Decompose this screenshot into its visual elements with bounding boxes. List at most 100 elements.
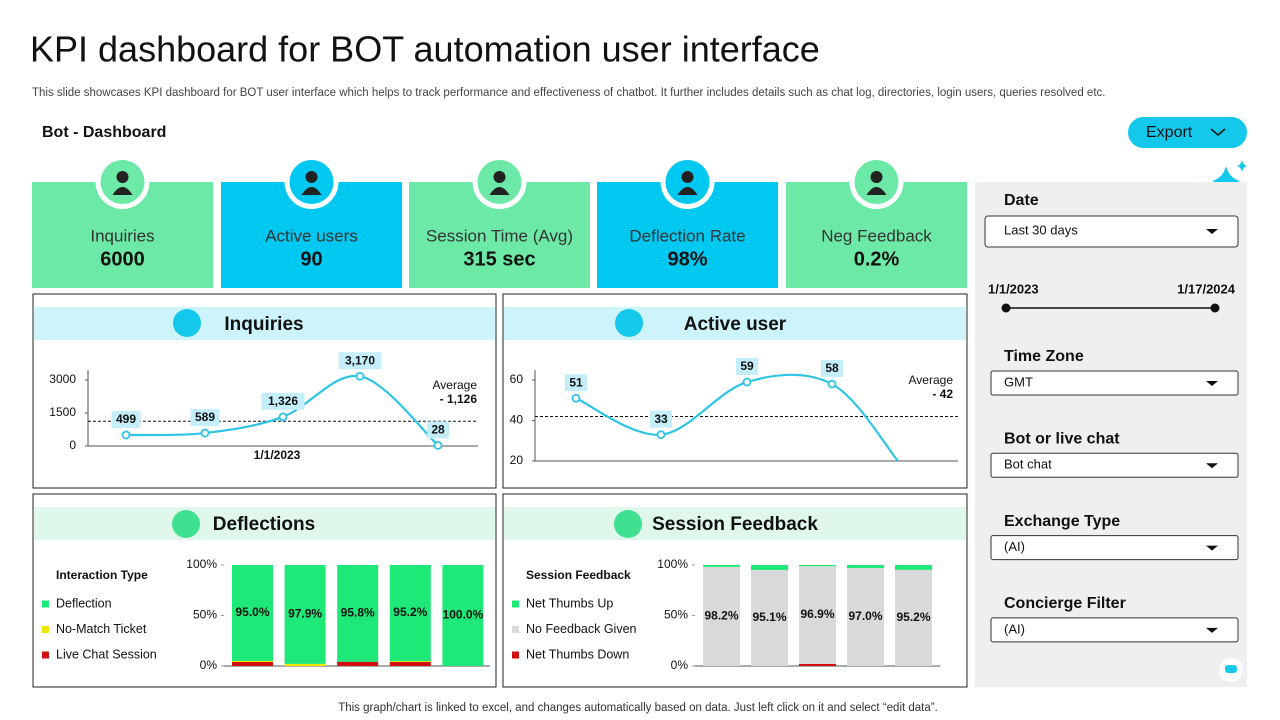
data-label: 98.2%	[704, 609, 738, 623]
panel-header	[504, 507, 966, 540]
legend-title: Session Feedback	[526, 568, 631, 582]
data-label: 51	[569, 375, 583, 389]
legend-label: Live Chat Session	[56, 647, 157, 661]
data-label: 95.1%	[752, 610, 786, 624]
data-label: 100.0%	[443, 608, 484, 622]
y-tick-label: 50%	[664, 608, 688, 622]
export-chevron	[1210, 128, 1226, 136]
filter-label: Bot or live chat	[1004, 431, 1120, 448]
kpi-label: Active users	[265, 226, 358, 245]
bar-segment	[389, 565, 431, 662]
bar-segment	[232, 660, 273, 662]
point	[433, 440, 443, 450]
bar-segment	[389, 661, 431, 666]
dropdown-caret	[1206, 627, 1218, 633]
data-label: 589	[195, 410, 215, 424]
kpi-value: 0.2%	[854, 248, 900, 270]
y-tick-label: 20	[510, 453, 524, 467]
date-start: 1/1/2023	[988, 281, 1039, 296]
kpi-label: Inquiries	[90, 226, 154, 245]
header-icon	[172, 510, 200, 538]
legend-label: Net Thumbs Up	[526, 596, 613, 610]
dropdown-value: GMT	[1004, 374, 1033, 389]
point	[355, 371, 365, 381]
y-tick-label: 0%	[671, 658, 689, 672]
data-label: 95.8%	[341, 606, 375, 620]
page-title: KPI dashboard for BOT automation user in…	[30, 29, 820, 70]
bar-segment	[337, 661, 379, 666]
sparkle-icon	[1212, 160, 1247, 196]
bar-segment	[337, 565, 379, 662]
dropdown-caret	[1206, 463, 1218, 469]
dropdown[interactable]	[990, 617, 1239, 643]
filter-panel	[975, 182, 1247, 687]
y-tick-label: 3000	[49, 372, 76, 386]
y-tick-label: 50%	[193, 608, 217, 622]
legend-swatch	[512, 626, 519, 633]
kpi-icon-glyph	[301, 187, 322, 195]
average-label: - 1,126	[440, 392, 478, 406]
data-label-bg	[338, 352, 382, 370]
export-label: Export	[1146, 124, 1193, 141]
legend-title: Interaction Type	[56, 568, 148, 582]
kpi-icon-glyph	[870, 171, 883, 183]
kpi-icon-glyph	[112, 187, 133, 195]
dashboard-title: Bot - Dashboard	[42, 124, 166, 141]
data-label-bg	[261, 392, 305, 410]
bar-segment	[284, 663, 326, 666]
data-label: 499	[116, 412, 136, 426]
dropdown-value: Bot chat	[1004, 457, 1052, 472]
bar-segment	[847, 568, 884, 666]
data-label: 28	[431, 423, 445, 437]
bar-segment	[232, 565, 273, 661]
kpi-icon-glyph	[677, 187, 698, 195]
average-label: - 42	[932, 387, 953, 401]
kpi-value: 90	[300, 248, 322, 270]
dropdown-caret	[1206, 381, 1218, 386]
bar-segment	[799, 663, 836, 666]
data-label: 59	[740, 359, 754, 373]
slider-handle[interactable]	[1001, 303, 1011, 313]
dropdown[interactable]	[990, 535, 1239, 561]
kpi-label: Session Time (Avg)	[426, 226, 573, 245]
bar-segment	[847, 565, 884, 569]
header-icon	[173, 309, 201, 337]
panel-header	[34, 307, 495, 340]
bar-segment	[895, 565, 932, 570]
data-label: 58	[825, 361, 839, 375]
bar-segment	[895, 569, 932, 666]
data-label: 95.0%	[235, 605, 269, 619]
dropdown-value: Last 30 days	[1004, 222, 1078, 237]
kpi-value: 315 sec	[463, 248, 535, 270]
bar-segment	[284, 565, 326, 664]
data-label-bg	[736, 358, 758, 376]
y-tick-label: 100%	[657, 557, 688, 571]
chat-icon	[1225, 665, 1237, 673]
bar-segment	[751, 565, 788, 570]
bar-segment	[799, 566, 836, 664]
slider-handle[interactable]	[1210, 303, 1220, 313]
header-icon	[615, 309, 643, 337]
average-title: Average	[909, 373, 954, 387]
data-label: 96.9%	[800, 607, 834, 621]
data-label-bg	[427, 421, 449, 439]
bar-segment	[232, 661, 273, 666]
data-label-bg	[565, 374, 587, 392]
data-label: 3,170	[345, 353, 375, 367]
kpi-label: Neg Feedback	[821, 226, 932, 245]
kpi-icon-glyph	[681, 171, 694, 183]
export-button[interactable]: Export	[1128, 117, 1247, 148]
data-label-bg	[111, 411, 141, 429]
legend-label: Net Thumbs Down	[526, 647, 629, 661]
dropdown[interactable]	[990, 370, 1239, 396]
filter-label: Time Zone	[1004, 348, 1084, 365]
dropdown[interactable]	[990, 452, 1239, 478]
y-tick-label: 60	[510, 372, 524, 386]
dropdown[interactable]	[984, 215, 1239, 248]
kpi-value: 6000	[100, 248, 145, 270]
kpi-icon-glyph	[489, 187, 510, 195]
kpi-icon-glyph	[493, 171, 506, 183]
legend-swatch	[512, 600, 519, 608]
